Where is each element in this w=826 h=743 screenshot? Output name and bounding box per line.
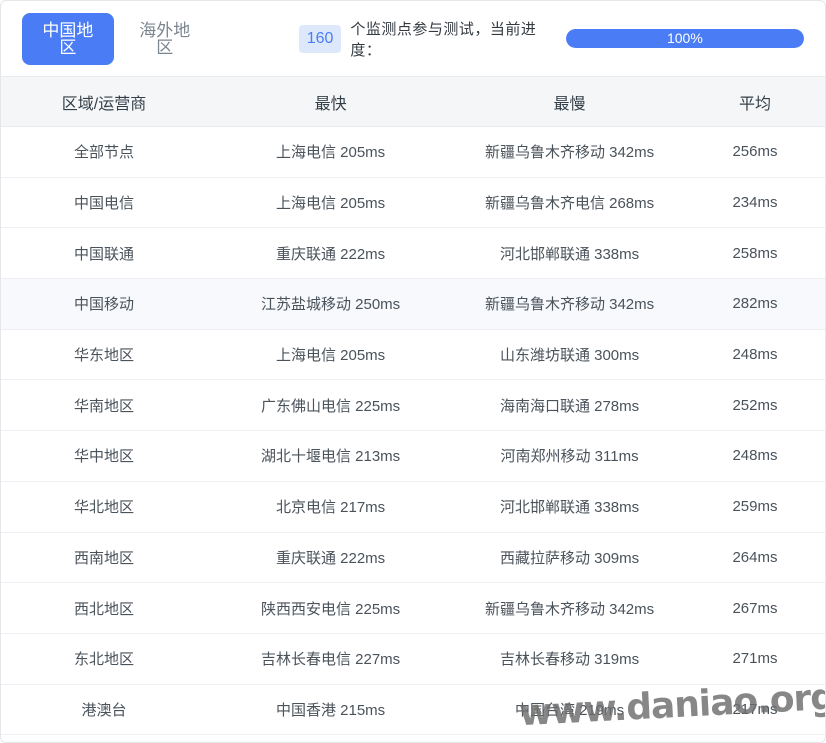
table-row: 华北地区 北京电信 217ms 河北邯郸联通 338ms 259ms (1, 481, 825, 533)
fastest-cell: 江苏盐城移动 250ms (207, 278, 455, 330)
slowest-cell: 河北邯郸联通 338ms (454, 227, 685, 280)
status-label: 个监测点参与测试，当前进度： (350, 20, 537, 59)
average-cell: 282ms (684, 278, 825, 330)
progress-fill: 100% (565, 29, 804, 48)
average-cell: 234ms (684, 177, 825, 229)
table-row: 西南地区 重庆联通 222ms 西藏拉萨移动 309ms 264ms (1, 532, 825, 584)
slowest-cell: 海南海口联通 278ms (454, 379, 685, 432)
fastest-cell: 上海电信 205ms (207, 177, 455, 229)
slowest-cell: 中国台湾 219ms (454, 684, 685, 736)
region-cell: 中国电信 (1, 177, 207, 229)
slowest-cell: 西藏拉萨移动 309ms (454, 532, 685, 584)
table-row: 中国电信 上海电信 205ms 新疆乌鲁木齐电信 268ms 234ms (1, 177, 825, 229)
latency-results-table: 区域/运营商 最快 最慢 平均 全部节点 上海电信 205ms 新疆乌鲁木齐移动… (1, 76, 825, 736)
region-cell: 西南地区 (1, 532, 207, 584)
region-cell: 华中地区 (1, 430, 207, 482)
average-cell: 256ms (684, 126, 825, 178)
header-region: 区域/运营商 (1, 76, 207, 127)
slowest-cell: 吉林长春移动 319ms (454, 633, 685, 685)
average-cell: 248ms (684, 329, 825, 381)
test-status: 160 个监测点参与测试，当前进度： 100% (298, 18, 804, 60)
region-cell: 华南地区 (1, 379, 207, 432)
monitor-count-badge: 160 (298, 24, 342, 53)
region-cell: 全部节点 (1, 126, 207, 178)
region-cell: 港澳台 (1, 684, 207, 736)
table-row: 西北地区 陕西西安电信 225ms 新疆乌鲁木齐移动 342ms 267ms (1, 582, 825, 634)
average-cell: 248ms (684, 430, 825, 482)
fastest-cell: 湖北十堰电信 213ms (207, 430, 455, 482)
tab-overseas-region[interactable]: 海外地区 (119, 13, 211, 65)
fastest-cell: 陕西西安电信 225ms (207, 582, 455, 634)
average-cell: 217ms (684, 684, 825, 736)
fastest-cell: 上海电信 205ms (207, 329, 455, 381)
slowest-cell: 新疆乌鲁木齐移动 342ms (454, 582, 685, 634)
progress-bar: 100% (565, 29, 804, 48)
header-fastest: 最快 (207, 76, 455, 127)
average-cell: 267ms (684, 582, 825, 634)
slowest-cell: 新疆乌鲁木齐电信 268ms (454, 177, 685, 229)
region-cell: 华东地区 (1, 329, 207, 381)
table-row: 华中地区 湖北十堰电信 213ms 河南郑州移动 311ms 248ms (1, 430, 825, 482)
header-slowest: 最慢 (454, 76, 685, 127)
topbar: 中国地区 海外地区 160 个监测点参与测试，当前进度： 100% (1, 1, 825, 76)
average-cell: 259ms (684, 481, 825, 533)
table-row-highlighted: 中国移动 江苏盐城移动 250ms 新疆乌鲁木齐移动 342ms 282ms (1, 278, 825, 330)
slowest-cell: 新疆乌鲁木齐移动 342ms (454, 126, 685, 178)
slowest-cell: 河北邯郸联通 338ms (454, 481, 685, 533)
slowest-cell: 山东潍坊联通 300ms (454, 329, 685, 381)
table-row: 港澳台 中国香港 215ms 中国台湾 219ms 217ms (1, 684, 825, 736)
table-row: 中国联通 重庆联通 222ms 河北邯郸联通 338ms 258ms (1, 227, 825, 280)
average-cell: 271ms (684, 633, 825, 685)
tab-china-region[interactable]: 中国地区 (22, 12, 114, 65)
slowest-cell: 新疆乌鲁木齐移动 342ms (454, 278, 685, 330)
fastest-cell: 重庆联通 222ms (207, 227, 455, 280)
slowest-cell: 河南郑州移动 311ms (454, 430, 685, 482)
average-cell: 264ms (684, 532, 825, 584)
region-cell: 中国联通 (1, 227, 207, 280)
region-cell: 华北地区 (1, 481, 207, 533)
region-cell: 东北地区 (1, 633, 207, 685)
region-cell: 西北地区 (1, 582, 207, 634)
region-cell: 中国移动 (1, 278, 207, 330)
table-row: 全部节点 上海电信 205ms 新疆乌鲁木齐移动 342ms 256ms (1, 126, 825, 178)
fastest-cell: 广东佛山电信 225ms (207, 379, 455, 432)
fastest-cell: 吉林长春电信 227ms (207, 633, 455, 685)
header-average: 平均 (684, 76, 825, 127)
table-row: 东北地区 吉林长春电信 227ms 吉林长春移动 319ms 271ms (1, 633, 825, 685)
fastest-cell: 上海电信 205ms (207, 126, 455, 178)
average-cell: 252ms (684, 379, 825, 432)
table-header-row: 区域/运营商 最快 最慢 平均 (1, 76, 825, 127)
fastest-cell: 重庆联通 222ms (207, 532, 455, 584)
fastest-cell: 北京电信 217ms (207, 481, 455, 533)
fastest-cell: 中国香港 215ms (207, 684, 455, 736)
table-row: 华东地区 上海电信 205ms 山东潍坊联通 300ms 248ms (1, 329, 825, 381)
table-row: 华南地区 广东佛山电信 225ms 海南海口联通 278ms 252ms (1, 379, 825, 432)
average-cell: 258ms (684, 227, 825, 280)
